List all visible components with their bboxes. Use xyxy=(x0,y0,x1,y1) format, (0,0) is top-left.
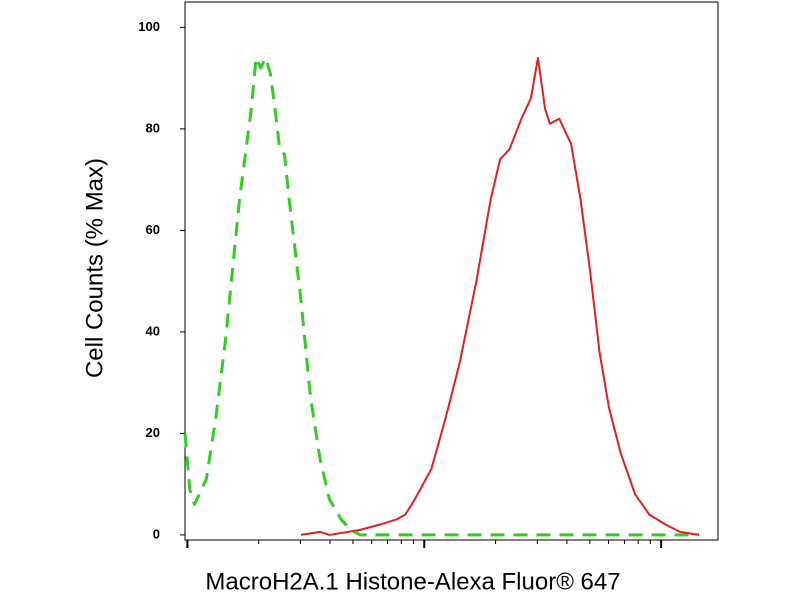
plot-frame xyxy=(184,1,719,541)
y-tick-label: 0 xyxy=(153,526,160,541)
x-axis-label: MacroH2A.1 Histone-Alexa Fluor® 647 xyxy=(205,568,620,595)
histogram-line xyxy=(300,56,700,536)
y-tick-label: 40 xyxy=(146,323,160,338)
y-axis-label: Cell Counts (% Max) xyxy=(81,158,108,378)
y-tick-label: 100 xyxy=(138,19,160,34)
y-tick-label: 20 xyxy=(146,425,160,440)
y-tick-label: 60 xyxy=(146,222,160,237)
histogram-line xyxy=(183,56,700,537)
y-tick-label: 80 xyxy=(146,120,160,135)
